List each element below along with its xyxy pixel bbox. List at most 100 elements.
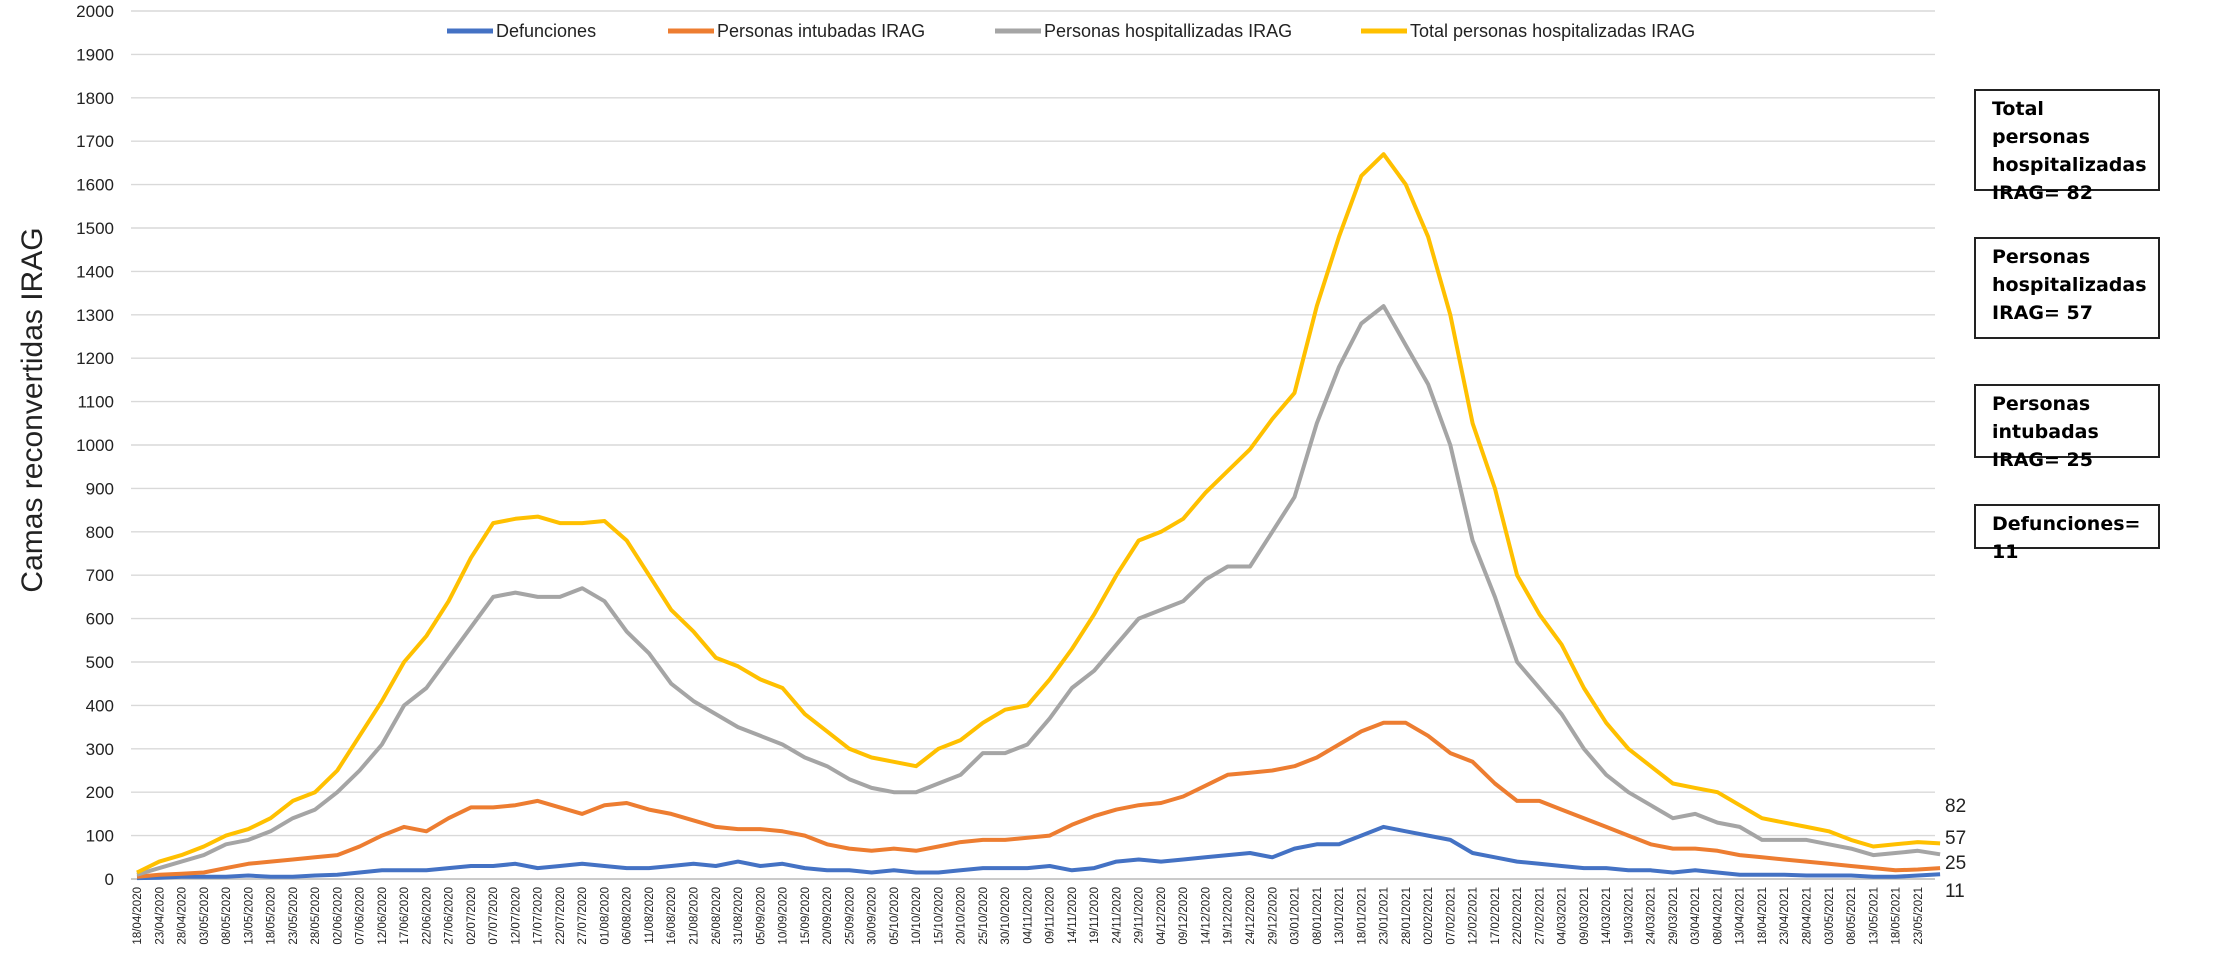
x-tick-label: 06/08/2020: [622, 887, 634, 945]
x-tick-label: 24/12/2020: [1245, 887, 1257, 945]
x-tick-label: 05/09/2020: [755, 887, 767, 945]
x-tick-label: 28/04/2020: [177, 887, 189, 945]
x-tick-label: 28/01/2021: [1401, 887, 1413, 945]
x-tick-label: 29/12/2020: [1267, 887, 1279, 945]
legend-label: Personas intubadas IRAG: [717, 21, 925, 41]
x-tick-label: 12/02/2021: [1468, 887, 1480, 945]
y-tick-label: 600: [86, 610, 114, 629]
x-tick-label: 22/02/2021: [1512, 887, 1524, 945]
annotation-box: Defunciones= 11: [1974, 504, 2160, 563]
x-tick-label: 13/05/2021: [1868, 887, 1880, 945]
x-tick-label: 27/02/2021: [1534, 887, 1546, 945]
y-tick-label: 0: [105, 870, 114, 889]
data-label: 82: [1945, 796, 1966, 817]
x-tick-label: 13/05/2020: [243, 887, 255, 945]
x-tick-label: 09/12/2020: [1178, 887, 1190, 945]
x-tick-label: 14/11/2020: [1067, 887, 1079, 944]
y-tick-label: 1800: [76, 89, 114, 108]
x-tick-label: 10/10/2020: [911, 887, 923, 945]
x-tick-label: 21/08/2020: [689, 887, 701, 945]
legend-label: Total personas hospitalizadas IRAG: [1410, 21, 1695, 41]
x-tick-label: 24/11/2020: [1111, 887, 1123, 944]
x-tick-label: 24/03/2021: [1646, 887, 1658, 945]
x-tick-label: 19/11/2020: [1089, 887, 1101, 944]
annotation-box: Personas hospitalizadas IRAG= 57: [1974, 237, 2160, 339]
x-tick-label: 02/02/2021: [1423, 887, 1435, 945]
x-tick-label: 25/09/2020: [844, 887, 856, 945]
x-tick-label: 18/04/2020: [132, 887, 144, 945]
y-tick-label: 200: [86, 783, 114, 802]
y-tick-label: 1700: [76, 132, 114, 151]
y-tick-label: 2000: [76, 2, 114, 21]
x-tick-label: 02/06/2020: [332, 887, 344, 945]
x-tick-label: 22/07/2020: [555, 887, 567, 945]
x-tick-label: 15/10/2020: [933, 887, 945, 945]
x-tick-label: 17/02/2021: [1490, 887, 1502, 945]
data-label: 25: [1945, 853, 1966, 874]
x-tick-label: 13/04/2021: [1735, 887, 1747, 945]
x-tick-label: 09/03/2021: [1579, 887, 1591, 945]
x-tick-label: 27/07/2020: [577, 887, 589, 945]
x-tick-label: 05/10/2020: [889, 887, 901, 945]
x-tick-label: 08/05/2020: [221, 887, 233, 945]
y-tick-label: 900: [86, 479, 114, 498]
x-tick-label: 18/05/2020: [266, 887, 278, 945]
x-tick-label: 04/11/2020: [1022, 887, 1034, 944]
x-tick-label: 04/12/2020: [1156, 887, 1168, 945]
y-axis-title: Camas reconvertidas IRAG: [16, 227, 49, 592]
x-tick-label: 20/09/2020: [822, 887, 834, 945]
x-tick-label: 11/08/2020: [644, 887, 656, 944]
x-tick-label: 30/10/2020: [1000, 887, 1012, 945]
x-tick-label: 08/01/2021: [1312, 887, 1324, 945]
y-tick-label: 1500: [76, 219, 114, 238]
x-tick-label: 07/07/2020: [488, 887, 500, 945]
x-tick-label: 18/05/2021: [1891, 887, 1903, 945]
x-tick-label: 07/02/2021: [1445, 887, 1457, 945]
x-tick-label: 19/12/2020: [1223, 887, 1235, 945]
y-tick-label: 1600: [76, 176, 114, 195]
y-tick-label: 1200: [76, 349, 114, 368]
legend-label: Defunciones: [496, 21, 596, 41]
series-line: [136, 720, 1941, 879]
series-line: [136, 152, 1941, 875]
series-line: [136, 304, 1941, 877]
x-tick-label: 18/01/2021: [1356, 887, 1368, 945]
annotation-box: Total personas hospitalizadas IRAG= 82: [1974, 89, 2160, 204]
x-tick-label: 03/05/2021: [1824, 887, 1836, 945]
x-tick-label: 14/12/2020: [1200, 887, 1212, 945]
x-tick-label: 12/07/2020: [510, 887, 522, 945]
x-tick-label: 07/06/2020: [355, 887, 367, 945]
x-tick-label: 12/06/2020: [377, 887, 389, 945]
y-tick-label: 1400: [76, 262, 114, 281]
x-tick-label: 02/07/2020: [466, 887, 478, 945]
x-tick-label: 18/04/2021: [1757, 887, 1769, 945]
x-tick-label: 23/01/2021: [1379, 887, 1391, 945]
x-tick-label: 09/11/2020: [1045, 887, 1057, 944]
x-tick-label: 20/10/2020: [956, 887, 968, 945]
y-tick-label: 1000: [76, 436, 114, 455]
data-label: 57: [1945, 828, 1966, 849]
x-tick-label: 23/05/2020: [288, 887, 300, 945]
y-tick-label: 400: [86, 696, 114, 715]
y-tick-label: 700: [86, 566, 114, 585]
x-tick-label: 17/06/2020: [399, 887, 411, 945]
x-tick-label: 17/07/2020: [533, 887, 545, 945]
y-tick-label: 500: [86, 653, 114, 672]
y-tick-label: 1900: [76, 45, 114, 64]
x-tick-label: 03/01/2021: [1290, 887, 1302, 945]
y-tick-label: 1100: [77, 393, 114, 412]
y-tick-label: 1300: [76, 306, 114, 325]
x-tick-label: 01/08/2020: [599, 887, 611, 945]
series-line: [136, 824, 1941, 881]
x-tick-label: 04/03/2021: [1557, 887, 1569, 945]
y-tick-label: 300: [86, 740, 114, 759]
x-tick-label: 08/04/2021: [1712, 887, 1724, 945]
x-tick-label: 08/05/2021: [1846, 887, 1858, 945]
x-tick-label: 15/09/2020: [800, 887, 812, 945]
x-tick-label: 31/08/2020: [733, 887, 745, 945]
x-tick-label: 23/04/2020: [154, 887, 166, 945]
x-tick-label: 27/06/2020: [444, 887, 456, 945]
x-tick-label: 26/08/2020: [711, 887, 723, 945]
